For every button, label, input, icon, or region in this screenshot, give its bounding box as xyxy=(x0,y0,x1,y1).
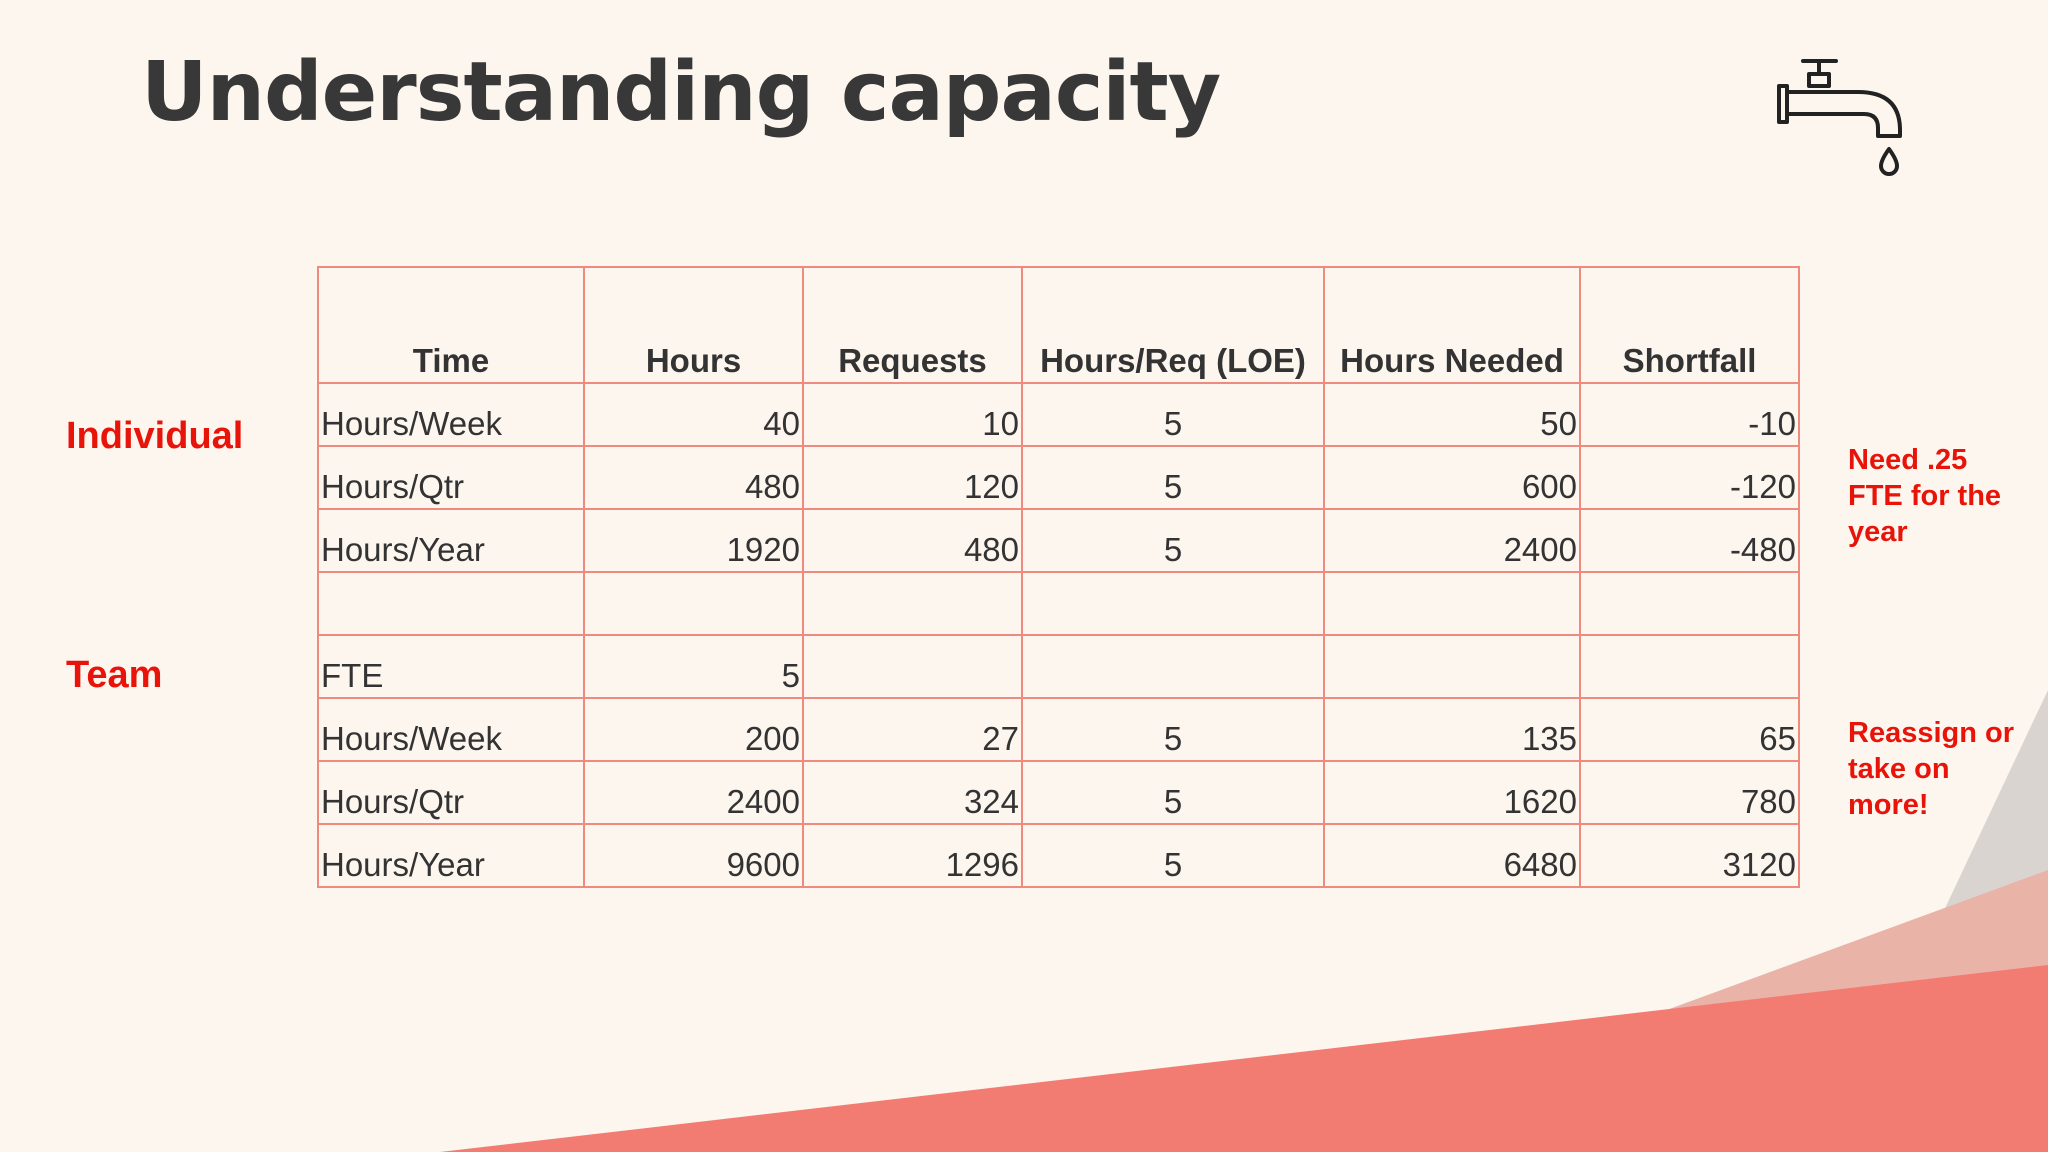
page-title: Understanding capacity xyxy=(141,45,1221,140)
table-cell xyxy=(1021,571,1325,636)
table-cell xyxy=(1579,634,1800,699)
table-cell: 27 xyxy=(802,697,1023,762)
table-cell: 50 xyxy=(1323,382,1581,447)
fte-note: Need .25 FTE for the year xyxy=(1848,444,2002,548)
header-time: Time xyxy=(317,266,585,384)
table-cell xyxy=(583,571,804,636)
table-cell: 5 xyxy=(1021,445,1325,510)
table-cell xyxy=(802,634,1023,699)
table-cell: 5 xyxy=(1021,508,1325,573)
table-cell: 324 xyxy=(802,760,1023,825)
table-cell: Hours/Qtr xyxy=(317,760,585,825)
table-cell: Hours/Week xyxy=(317,382,585,447)
table-cell: 5 xyxy=(1021,823,1325,888)
table-row: Hours/Week 200 27 5 135 65 xyxy=(317,697,1800,762)
table-cell: -480 xyxy=(1579,508,1800,573)
table-cell: 600 xyxy=(1323,445,1581,510)
header-requests: Requests xyxy=(802,266,1023,384)
table-cell: 780 xyxy=(1579,760,1800,825)
table-cell: 5 xyxy=(1021,697,1325,762)
table-cell: 200 xyxy=(583,697,804,762)
table-cell: -120 xyxy=(1579,445,1800,510)
table-cell: FTE xyxy=(317,634,585,699)
table-cell: 2400 xyxy=(583,760,804,825)
individual-label: Individual xyxy=(66,415,244,457)
table-cell: Hours/Year xyxy=(317,508,585,573)
table-cell: 3120 xyxy=(1579,823,1800,888)
table-row: FTE 5 xyxy=(317,634,1800,699)
table-cell: 6480 xyxy=(1323,823,1581,888)
table-cell: Hours/Week xyxy=(317,697,585,762)
table-cell: 135 xyxy=(1323,697,1581,762)
header-hours-needed: Hours Needed xyxy=(1323,266,1581,384)
table-cell: 2400 xyxy=(1323,508,1581,573)
table-cell: 10 xyxy=(802,382,1023,447)
table-cell: 5 xyxy=(1021,382,1325,447)
table-cell: 1296 xyxy=(802,823,1023,888)
table-cell xyxy=(317,571,585,636)
table-row: Hours/Year 9600 1296 5 6480 3120 xyxy=(317,823,1800,888)
table-cell: 480 xyxy=(802,508,1023,573)
table-cell: 40 xyxy=(583,382,804,447)
table-row: Hours/Qtr 480 120 5 600 -120 xyxy=(317,445,1800,510)
table-cell: Hours/Year xyxy=(317,823,585,888)
header-shortfall: Shortfall xyxy=(1579,266,1800,384)
table-cell: Hours/Qtr xyxy=(317,445,585,510)
table-cell: 120 xyxy=(802,445,1023,510)
table-cell: 1620 xyxy=(1323,760,1581,825)
table-cell: 480 xyxy=(583,445,804,510)
table-cell: 65 xyxy=(1579,697,1800,762)
table-cell xyxy=(1021,634,1325,699)
table-row-spacer xyxy=(317,571,1800,636)
table-cell: 1920 xyxy=(583,508,804,573)
table-row: Hours/Qtr 2400 324 5 1620 780 xyxy=(317,760,1800,825)
table-cell: 9600 xyxy=(583,823,804,888)
table-row: Hours/Year 1920 480 5 2400 -480 xyxy=(317,508,1800,573)
team-label: Team xyxy=(66,654,163,696)
table-cell: 5 xyxy=(1021,760,1325,825)
table-row: Hours/Week 40 10 5 50 -10 xyxy=(317,382,1800,447)
table-cell xyxy=(802,571,1023,636)
header-hours-per-req: Hours/Req (LOE) xyxy=(1021,266,1325,384)
reassign-note: Reassign or take on more! xyxy=(1848,717,2014,821)
table-header-row: Time Hours Requests Hours/Req (LOE) Hour… xyxy=(317,266,1800,384)
capacity-table: Time Hours Requests Hours/Req (LOE) Hour… xyxy=(317,266,1800,888)
table-cell xyxy=(1579,571,1800,636)
table-cell: -10 xyxy=(1579,382,1800,447)
header-hours: Hours xyxy=(583,266,804,384)
table-cell: 5 xyxy=(583,634,804,699)
table-cell xyxy=(1323,571,1581,636)
table-cell xyxy=(1323,634,1581,699)
faucet-icon xyxy=(1777,59,1902,176)
